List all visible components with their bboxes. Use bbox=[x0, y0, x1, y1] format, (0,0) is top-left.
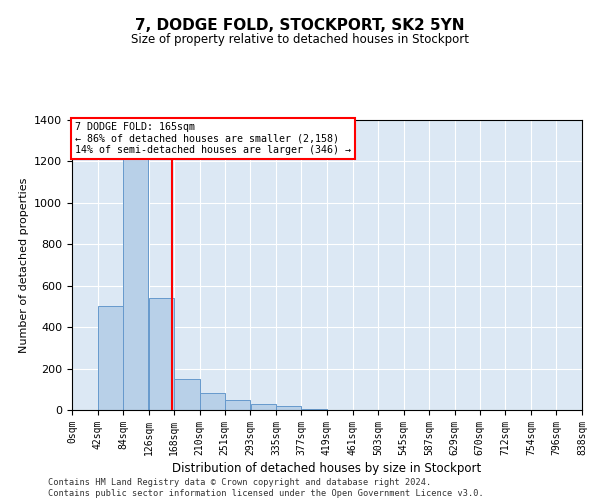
Bar bbox=[302, 409, 327, 410]
X-axis label: Distribution of detached houses by size in Stockport: Distribution of detached houses by size … bbox=[172, 462, 482, 475]
Text: 7, DODGE FOLD, STOCKPORT, SK2 5YN: 7, DODGE FOLD, STOCKPORT, SK2 5YN bbox=[135, 18, 465, 32]
Bar bbox=[276, 406, 301, 410]
Bar bbox=[251, 404, 275, 410]
Bar bbox=[175, 379, 200, 410]
Bar bbox=[124, 153, 148, 410]
Text: Size of property relative to detached houses in Stockport: Size of property relative to detached ho… bbox=[131, 32, 469, 46]
Bar bbox=[149, 298, 174, 410]
Bar bbox=[98, 306, 123, 410]
Bar bbox=[225, 400, 250, 410]
Text: 7 DODGE FOLD: 165sqm
← 86% of detached houses are smaller (2,158)
14% of semi-de: 7 DODGE FOLD: 165sqm ← 86% of detached h… bbox=[75, 122, 351, 156]
Text: Contains HM Land Registry data © Crown copyright and database right 2024.
Contai: Contains HM Land Registry data © Crown c… bbox=[48, 478, 484, 498]
Bar bbox=[200, 394, 224, 410]
Y-axis label: Number of detached properties: Number of detached properties bbox=[19, 178, 29, 352]
